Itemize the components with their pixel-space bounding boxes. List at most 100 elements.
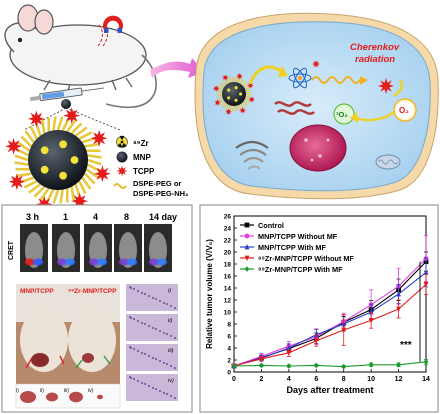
- time-label-8: 8: [124, 212, 129, 222]
- y-tick-label: 2: [227, 358, 231, 365]
- cell-np-tcpp: [214, 99, 221, 106]
- histology-column: i) ii) iii) iv): [126, 284, 178, 401]
- big-np-zr: [70, 156, 79, 164]
- x-tick-label: 14: [422, 376, 430, 383]
- photo-tumor-left: [31, 353, 49, 367]
- x-tick-label: 2: [259, 376, 263, 383]
- x-tick-label: 10: [367, 376, 375, 383]
- burst-icon-2: [312, 60, 320, 68]
- legend-peg-nh2-label: DSPE-PEG-NH₂: [133, 189, 188, 198]
- legend-marker: [244, 266, 250, 272]
- data-point: [313, 331, 319, 338]
- series-4: [231, 358, 429, 370]
- singlet-oxygen-label: ¹O₂: [336, 110, 348, 119]
- cell-np-tcpp: [248, 96, 256, 103]
- excised-tumors: i) ii) iii) iv): [16, 388, 103, 403]
- data-point: [286, 363, 292, 369]
- x-tick-label: 12: [395, 376, 403, 383]
- photo-tumor-right: [82, 353, 94, 363]
- data-point: [423, 269, 429, 275]
- legend-mnp-label: MNP: [133, 153, 151, 162]
- oxygen-label: O₂: [399, 106, 409, 115]
- y-tick-label: 24: [224, 226, 232, 233]
- tcpp-star: [116, 165, 128, 177]
- series-3: [231, 273, 429, 369]
- excised-tumor-2: [69, 391, 83, 403]
- legend-entry: MNP/TCPP With MF: [258, 243, 326, 252]
- legend-peg-label: DSPE-PEG or: [133, 179, 181, 188]
- nucleus: [289, 124, 347, 172]
- y-tick-label: 20: [224, 250, 232, 257]
- cell-np-tcpp: [212, 85, 220, 92]
- np-legend: ⁸⁹Zr MNP TCPP DSPE-PEG or DSPE-PEG-NH₂: [113, 135, 188, 198]
- imaging-panel: 3 h 1 4 8 14 day CRET MNP/TCPP ⁸⁹Zr-MNP/…: [8, 212, 178, 409]
- series-line: [233, 361, 427, 368]
- legend-tcpp-label: TCPP: [133, 167, 155, 176]
- schematic-panel: ⁸⁹Zr MNP TCPP DSPE-PEG or DSPE-PEG-NH₂: [4, 4, 204, 213]
- series-line: [233, 283, 427, 367]
- big-np-tcpp: [5, 137, 22, 155]
- endoplasmic-reticulum: [274, 101, 315, 115]
- data-point: [396, 362, 401, 368]
- big-np-core: [28, 130, 88, 190]
- series-line: [233, 271, 427, 367]
- pink-arrow: [150, 58, 204, 78]
- cell-nanoparticle: [212, 72, 256, 116]
- excised-tumor-1: [46, 392, 58, 402]
- injection-site: [61, 99, 71, 109]
- histology-label-0: i): [168, 288, 171, 294]
- histology-label-1: ii): [168, 318, 172, 324]
- magnet-icon: [103, 15, 123, 33]
- atom-icon: [288, 67, 312, 89]
- y-tick-label: 6: [227, 334, 231, 341]
- mitochondrion: [375, 154, 401, 170]
- data-point: [396, 291, 401, 297]
- yellow-arrow-1: [248, 65, 283, 85]
- cell-np-zr: [227, 96, 231, 100]
- legend-entry: ⁸⁹Zr-MNP/TCPP With MF: [258, 265, 343, 274]
- big-np-zr: [40, 165, 49, 174]
- data-point: [341, 363, 347, 370]
- cell-np-zr: [234, 98, 238, 102]
- excised-tumor-3: [97, 394, 103, 400]
- legend-zr-label: ⁸⁹Zr: [133, 139, 149, 148]
- chart-xlabel: Days after treatment: [286, 385, 373, 395]
- data-point: [368, 318, 374, 324]
- syringe-icon: [30, 87, 105, 102]
- cell-np-tcpp: [222, 74, 229, 81]
- cret-image-row: [20, 224, 172, 272]
- y-tick-label: 10: [224, 310, 232, 317]
- oxygen-circle: [393, 98, 417, 122]
- cell-diagram: Cherenkov radiation O₂ ¹O₂: [194, 12, 439, 200]
- cell-np-tcpp: [239, 107, 246, 114]
- data-point: [396, 306, 401, 312]
- singlet-oxygen-circle: [333, 103, 355, 125]
- data-point: [313, 362, 319, 369]
- significance-marker: ***: [400, 340, 412, 351]
- tumor-label-3: iv): [88, 388, 94, 394]
- y-tick-label: 4: [227, 346, 231, 353]
- y-tick-label: 12: [224, 298, 232, 305]
- big-np-tcpp: [94, 165, 111, 183]
- tcpp-legend-icon: [116, 165, 128, 177]
- x-tick-label: 4: [287, 376, 291, 383]
- yellow-arrow-3: [393, 79, 404, 97]
- peg-legend-icon: [113, 183, 127, 189]
- x-tick-label: 8: [342, 376, 346, 383]
- data-point: [259, 356, 264, 362]
- data-point: [286, 350, 292, 356]
- big-np-tcpp: [8, 173, 26, 191]
- cell-np-zr: [239, 92, 243, 96]
- y-tick-label: 16: [224, 274, 232, 281]
- cherenkov-label-line2: radiation: [355, 54, 395, 65]
- burst-star: [378, 78, 394, 94]
- mnp-legend-icon: [116, 151, 128, 163]
- data-point: [341, 327, 347, 333]
- y-tick-label: 22: [224, 238, 232, 245]
- legend-entry: ⁸⁹Zr-MNP/TCPP Without MF: [258, 254, 354, 263]
- zr-legend-icon: [116, 135, 128, 148]
- data-point: [423, 282, 429, 288]
- data-point: [368, 362, 374, 368]
- photo-mouse-left: [20, 308, 68, 372]
